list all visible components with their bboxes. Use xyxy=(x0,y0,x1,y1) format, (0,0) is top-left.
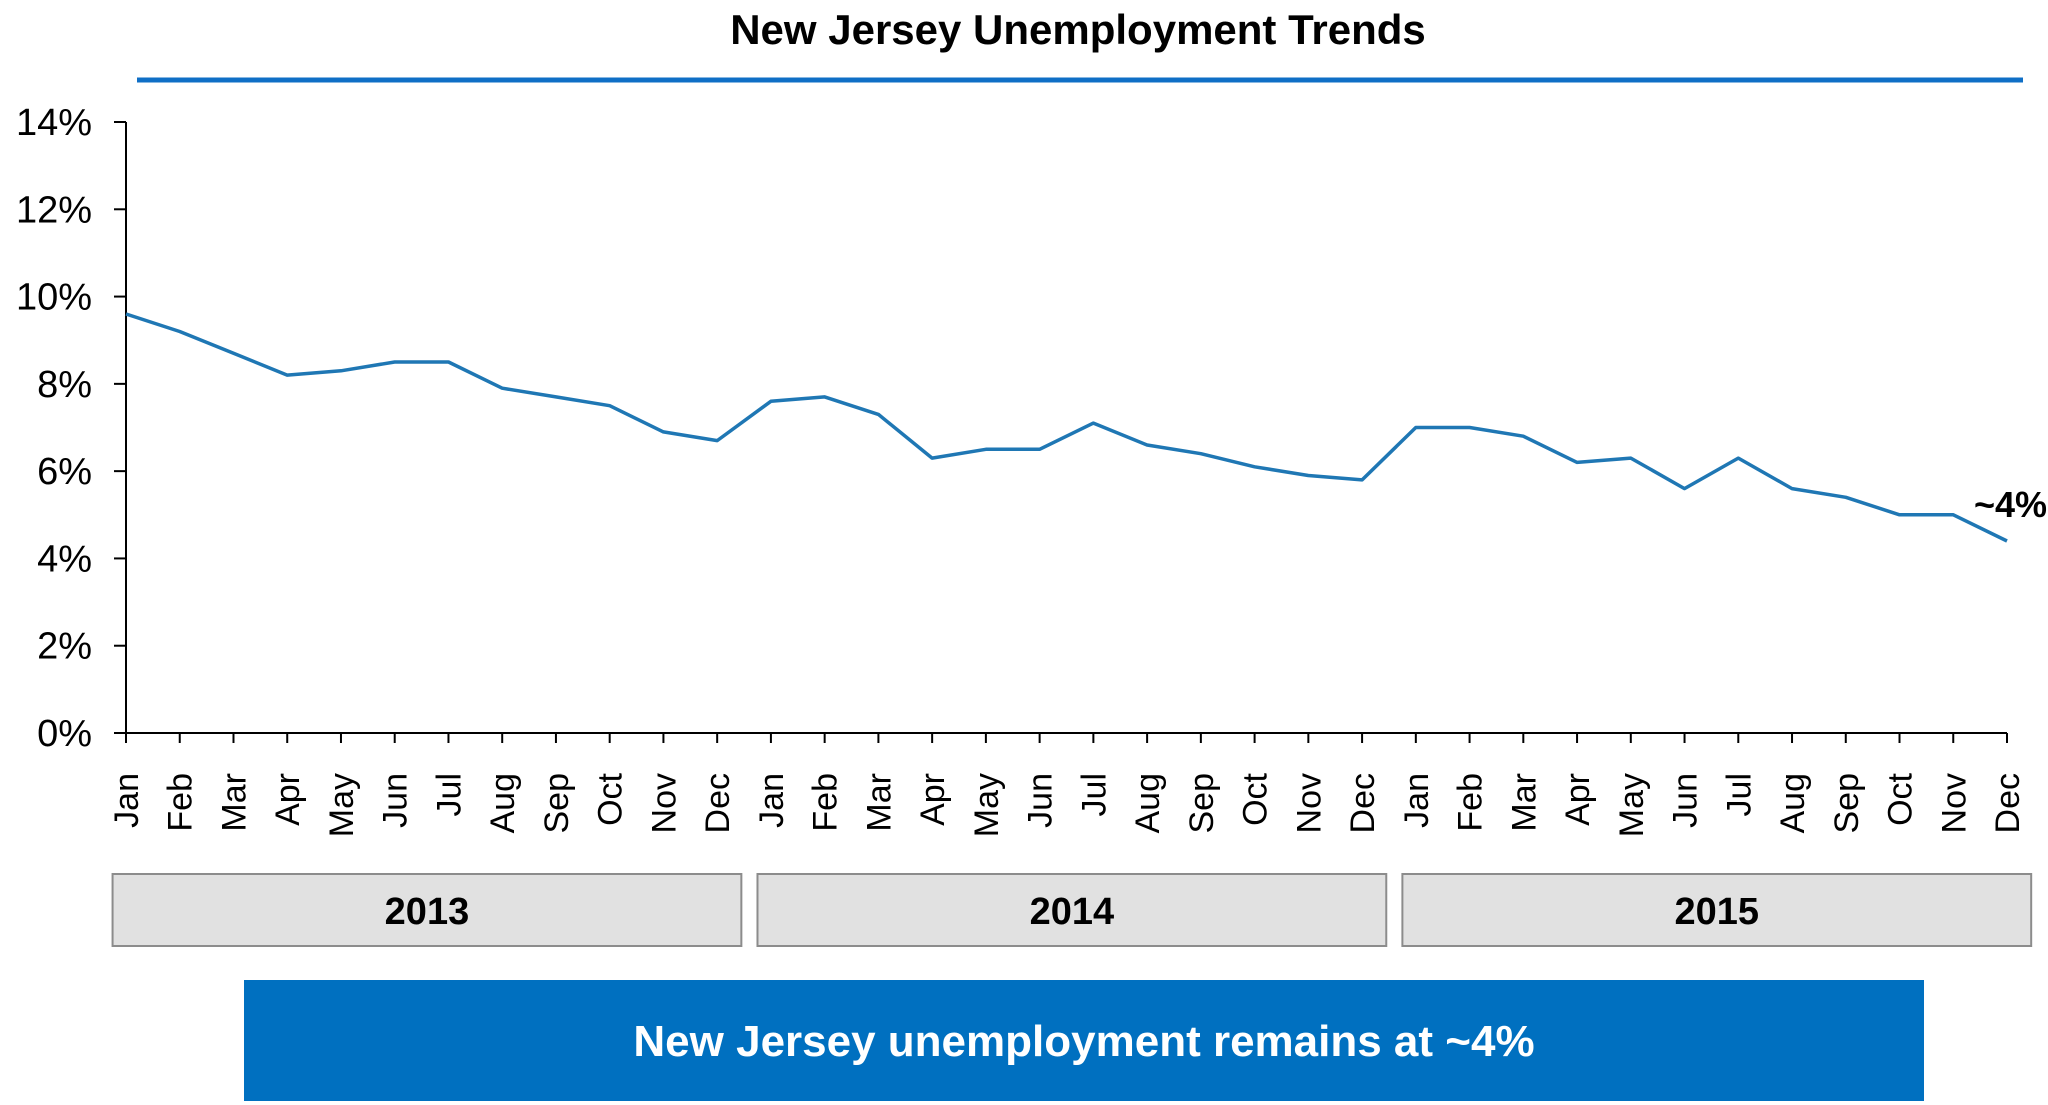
x-tick-label: May xyxy=(323,773,361,837)
x-tick-label: Jul xyxy=(1075,773,1113,816)
axes xyxy=(125,122,2007,734)
y-tick-label: 2% xyxy=(37,626,92,668)
x-tick-label: Oct xyxy=(1882,772,1920,825)
x-tick-label: Jan xyxy=(753,773,791,828)
x-tick-label: Sep xyxy=(1183,773,1221,834)
x-tick-label: Jul xyxy=(1720,773,1758,816)
year-label: 2015 xyxy=(1675,891,1760,933)
x-tick-label: Sep xyxy=(1828,773,1866,834)
x-tick-label: Feb xyxy=(807,773,845,832)
data-points xyxy=(124,312,2009,543)
callout-text: New Jersey unemployment remains at ~4% xyxy=(633,1017,1534,1066)
x-tick-label: Aug xyxy=(1129,773,1167,834)
y-tick-label: 0% xyxy=(37,713,92,755)
x-tick-label: Nov xyxy=(645,773,683,833)
x-tick-label: Mar xyxy=(215,773,253,832)
x-tick-label: Apr xyxy=(269,773,307,826)
x-tick-label: Oct xyxy=(1237,772,1275,825)
y-axis-ticks: 0% 2% 4% 6% 8% 10% 12% 14% xyxy=(16,102,126,755)
x-tick-label: Mar xyxy=(1505,773,1543,832)
x-tick-label: Jan xyxy=(1398,773,1436,828)
x-tick-label: Jun xyxy=(377,773,415,828)
callout-box xyxy=(244,980,1924,1101)
y-tick-label: 4% xyxy=(37,538,92,580)
y-tick-label: 6% xyxy=(37,451,92,493)
y-tick-label: 8% xyxy=(37,364,92,406)
x-tick-label: Dec xyxy=(1344,773,1382,833)
end-value-label: ~4% xyxy=(1974,484,2047,525)
x-tick-label: Jul xyxy=(430,773,468,816)
x-tick-label: Aug xyxy=(484,773,522,834)
x-tick-label: Dec xyxy=(1989,773,2027,833)
x-tick-label: Dec xyxy=(699,773,737,833)
x-tick-label: Sep xyxy=(538,773,576,834)
y-tick-label: 12% xyxy=(16,189,92,231)
x-tick-label: Jun xyxy=(1667,773,1705,828)
y-tick-label: 10% xyxy=(16,277,92,319)
x-tick-label: Oct xyxy=(592,772,630,825)
x-tick-label: Jan xyxy=(108,773,146,828)
year-box xyxy=(111,873,743,947)
year-groups: 2013 2014 2015 xyxy=(111,873,2033,947)
x-tick-label: Nov xyxy=(1935,773,1973,833)
x-tick-label: May xyxy=(968,773,1006,837)
x-tick-label: May xyxy=(1613,773,1651,837)
year-box xyxy=(1401,873,2033,947)
x-tick-label: Apr xyxy=(914,773,952,826)
series-line xyxy=(125,312,2008,543)
x-tick-label: Mar xyxy=(860,773,898,832)
x-tick-label: Aug xyxy=(1774,773,1812,834)
year-box xyxy=(756,873,1388,947)
x-tick-label: Apr xyxy=(1559,773,1597,826)
x-tick-label: Nov xyxy=(1290,773,1328,833)
x-tick-label: Feb xyxy=(162,773,200,832)
chart-title: New Jersey Unemployment Trends xyxy=(730,6,1426,53)
x-axis-ticks: Jan Feb Mar Apr May Jun Jul Aug Sep Oct Nov Dec Jan F… xyxy=(108,733,2027,837)
x-tick-label: Feb xyxy=(1452,773,1490,832)
year-label: 2013 xyxy=(385,891,470,933)
year-label: 2014 xyxy=(1030,891,1115,933)
x-tick-label: Jun xyxy=(1022,773,1060,828)
y-tick-label: 14% xyxy=(16,102,92,144)
